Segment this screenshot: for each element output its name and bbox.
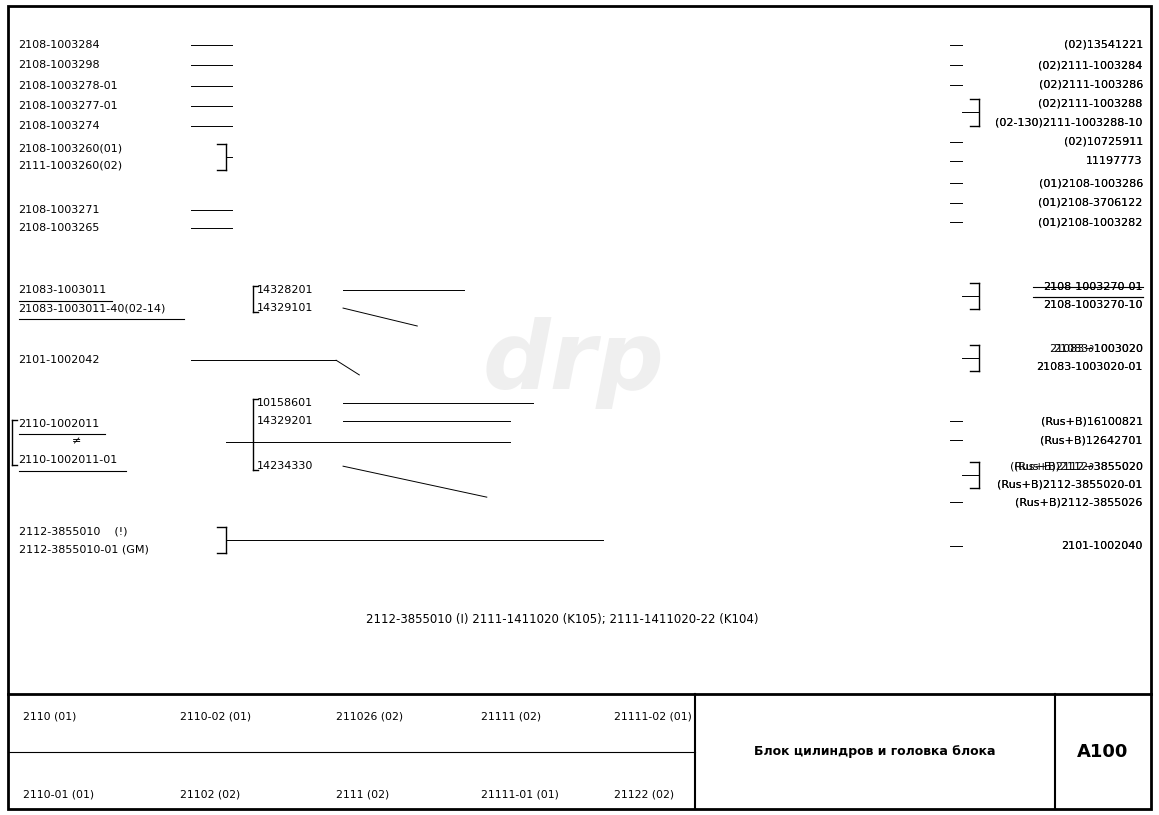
Text: (01)2108-1003286: (01)2108-1003286: [1038, 178, 1143, 188]
Text: (02)10725911: (02)10725911: [1064, 137, 1143, 147]
Text: 2108-1003270-01: 2108-1003270-01: [1043, 282, 1143, 292]
Text: (02)2111-1003284: (02)2111-1003284: [1038, 60, 1143, 70]
Text: (Rus+B)2112-3855026: (Rus+B)2112-3855026: [1015, 497, 1143, 507]
Text: (02-130)2111-1003288-10: (02-130)2111-1003288-10: [996, 117, 1143, 127]
Text: (02)2111-1003288: (02)2111-1003288: [1038, 99, 1143, 108]
Text: (Rus+B)16100821: (Rus+B)16100821: [1041, 416, 1143, 426]
Text: (Rus+B)16100821: (Rus+B)16100821: [1041, 416, 1143, 426]
Text: 2110-02 (01): 2110-02 (01): [180, 711, 250, 721]
Text: 2110-01 (01): 2110-01 (01): [23, 790, 94, 800]
Text: 2108-1003265: 2108-1003265: [19, 223, 100, 233]
Text: 11197773: 11197773: [1086, 156, 1143, 166]
Text: 14328201: 14328201: [257, 285, 314, 295]
Text: 10158601: 10158601: [257, 399, 313, 408]
Text: Блок цилиндров и головка блока: Блок цилиндров и головка блока: [755, 746, 996, 758]
Text: (01)2108-3706122: (01)2108-3706122: [1038, 198, 1143, 208]
Text: 21083-1003020-01: 21083-1003020-01: [1036, 362, 1143, 372]
Text: (02)2111-1003288: (02)2111-1003288: [1038, 99, 1143, 108]
Text: (01)2108-1003282: (01)2108-1003282: [1038, 218, 1143, 227]
Text: (01)2108-1003282: (01)2108-1003282: [1038, 218, 1143, 227]
Text: (02)10725911: (02)10725911: [1064, 137, 1143, 147]
Text: 2108-1003274: 2108-1003274: [19, 121, 100, 131]
Text: 211026 (02): 211026 (02): [336, 711, 403, 721]
Text: 2101-1002042: 2101-1002042: [19, 355, 100, 365]
Text: 2110-1002011: 2110-1002011: [19, 419, 100, 429]
Text: 21122 (02): 21122 (02): [614, 790, 675, 800]
Text: (02)2111-1003286: (02)2111-1003286: [1038, 80, 1143, 90]
Text: 21102 (02): 21102 (02): [180, 790, 240, 800]
Text: 2111 (02): 2111 (02): [336, 790, 389, 800]
Text: 2110 (01): 2110 (01): [23, 711, 76, 721]
Text: (Rus+B)2112-3855026: (Rus+B)2112-3855026: [1015, 497, 1143, 507]
Text: 21111-01 (01): 21111-01 (01): [481, 790, 559, 800]
Text: 21083∂1003020: 21083∂1003020: [1052, 344, 1143, 354]
Text: (Rus+B)12642701: (Rus+B)12642701: [1041, 435, 1143, 445]
Text: (Rus+B)2112-3855020-01: (Rus+B)2112-3855020-01: [998, 479, 1143, 489]
Text: 2112-3855010 (I) 2111-1411020 (K105); 2111-1411020-22 (K104): 2112-3855010 (I) 2111-1411020 (K105); 21…: [366, 613, 758, 626]
Text: (01)2108-1003286: (01)2108-1003286: [1038, 178, 1143, 188]
Text: A100: A100: [1077, 742, 1129, 761]
Text: 21111 (02): 21111 (02): [481, 711, 541, 721]
Text: 2108-1003270-01: 2108-1003270-01: [1043, 282, 1143, 292]
Text: 14329201: 14329201: [257, 416, 314, 426]
Text: 2108-1003270-10: 2108-1003270-10: [1043, 300, 1143, 310]
Text: 2108-1003284: 2108-1003284: [19, 40, 100, 50]
Text: (Rus+B)2112-3855020-01: (Rus+B)2112-3855020-01: [998, 479, 1143, 489]
Text: (02-130)2111-1003288-10: (02-130)2111-1003288-10: [996, 117, 1143, 127]
Text: (Rus+B)12642701: (Rus+B)12642701: [1041, 435, 1143, 445]
Text: (02)13541221: (02)13541221: [1064, 40, 1143, 50]
Text: 14234330: 14234330: [257, 461, 314, 471]
Text: 2108-1003260(01): 2108-1003260(01): [19, 143, 123, 153]
Text: 21083−1003020: 21083−1003020: [1049, 344, 1143, 354]
Text: 21111-02 (01): 21111-02 (01): [614, 711, 692, 721]
Text: 14329101: 14329101: [257, 303, 314, 313]
Text: (02)13541221: (02)13541221: [1064, 40, 1143, 50]
Text: 11197773: 11197773: [1086, 156, 1143, 166]
Text: 2110-1002011-01: 2110-1002011-01: [19, 456, 118, 465]
Text: 21083-1003011: 21083-1003011: [19, 285, 107, 295]
Text: 2108-1003271: 2108-1003271: [19, 205, 100, 215]
Text: 21083-1003020-01: 21083-1003020-01: [1036, 362, 1143, 372]
Text: 2101-1002040: 2101-1002040: [1062, 541, 1143, 551]
Text: 2108-1003270-10: 2108-1003270-10: [1043, 300, 1143, 310]
Text: (02)2111-1003286: (02)2111-1003286: [1038, 80, 1143, 90]
Text: 2111-1003260(02): 2111-1003260(02): [19, 161, 123, 170]
Text: 21083-1003011-40(02-14): 21083-1003011-40(02-14): [19, 303, 166, 313]
Text: (Rus+B)2112∂3855020: (Rus+B)2112∂3855020: [1014, 461, 1143, 471]
Text: (Rus+B)2112−3855020: (Rus+B)2112−3855020: [1009, 461, 1143, 471]
Text: 2108-1003298: 2108-1003298: [19, 60, 100, 70]
Text: 2101-1002040: 2101-1002040: [1062, 541, 1143, 551]
Text: ≠: ≠: [72, 437, 81, 447]
Text: (01)2108-3706122: (01)2108-3706122: [1038, 198, 1143, 208]
Text: 2108-1003278-01: 2108-1003278-01: [19, 81, 118, 90]
Text: 2112-3855010    (!): 2112-3855010 (!): [19, 526, 127, 536]
Text: 2112-3855010-01 (GM): 2112-3855010-01 (GM): [19, 544, 148, 554]
Text: drp: drp: [483, 317, 664, 408]
Text: (02)2111-1003284: (02)2111-1003284: [1038, 60, 1143, 70]
Text: 2108-1003277-01: 2108-1003277-01: [19, 101, 118, 111]
